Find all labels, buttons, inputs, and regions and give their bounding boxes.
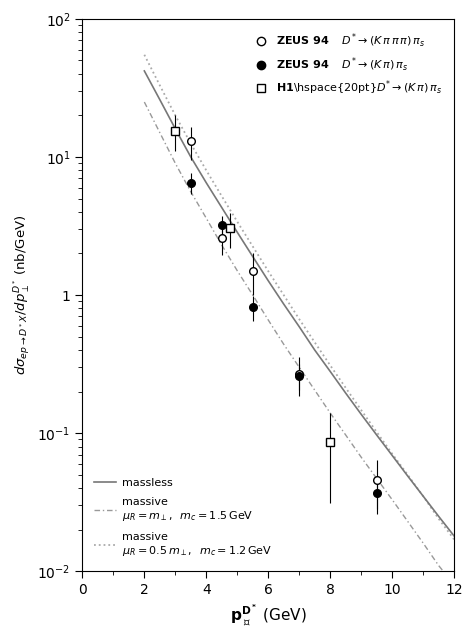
X-axis label: $\mathbf{p_{\perp}^{D^*}}$ (GeV): $\mathbf{p_{\perp}^{D^*}}$ (GeV) — [230, 603, 307, 628]
Y-axis label: $d\sigma_{ep \rightarrow D^*X}/dp_{\perp}^{D^*}$ (nb/GeV): $d\sigma_{ep \rightarrow D^*X}/dp_{\perp… — [11, 215, 32, 375]
Legend: massless, massive
$\mu_R = m_\perp,\;\; m_c = 1.5\,\mathrm{GeV}$, massive
$\mu_R: massless, massive $\mu_R = m_\perp,\;\; … — [91, 476, 274, 560]
